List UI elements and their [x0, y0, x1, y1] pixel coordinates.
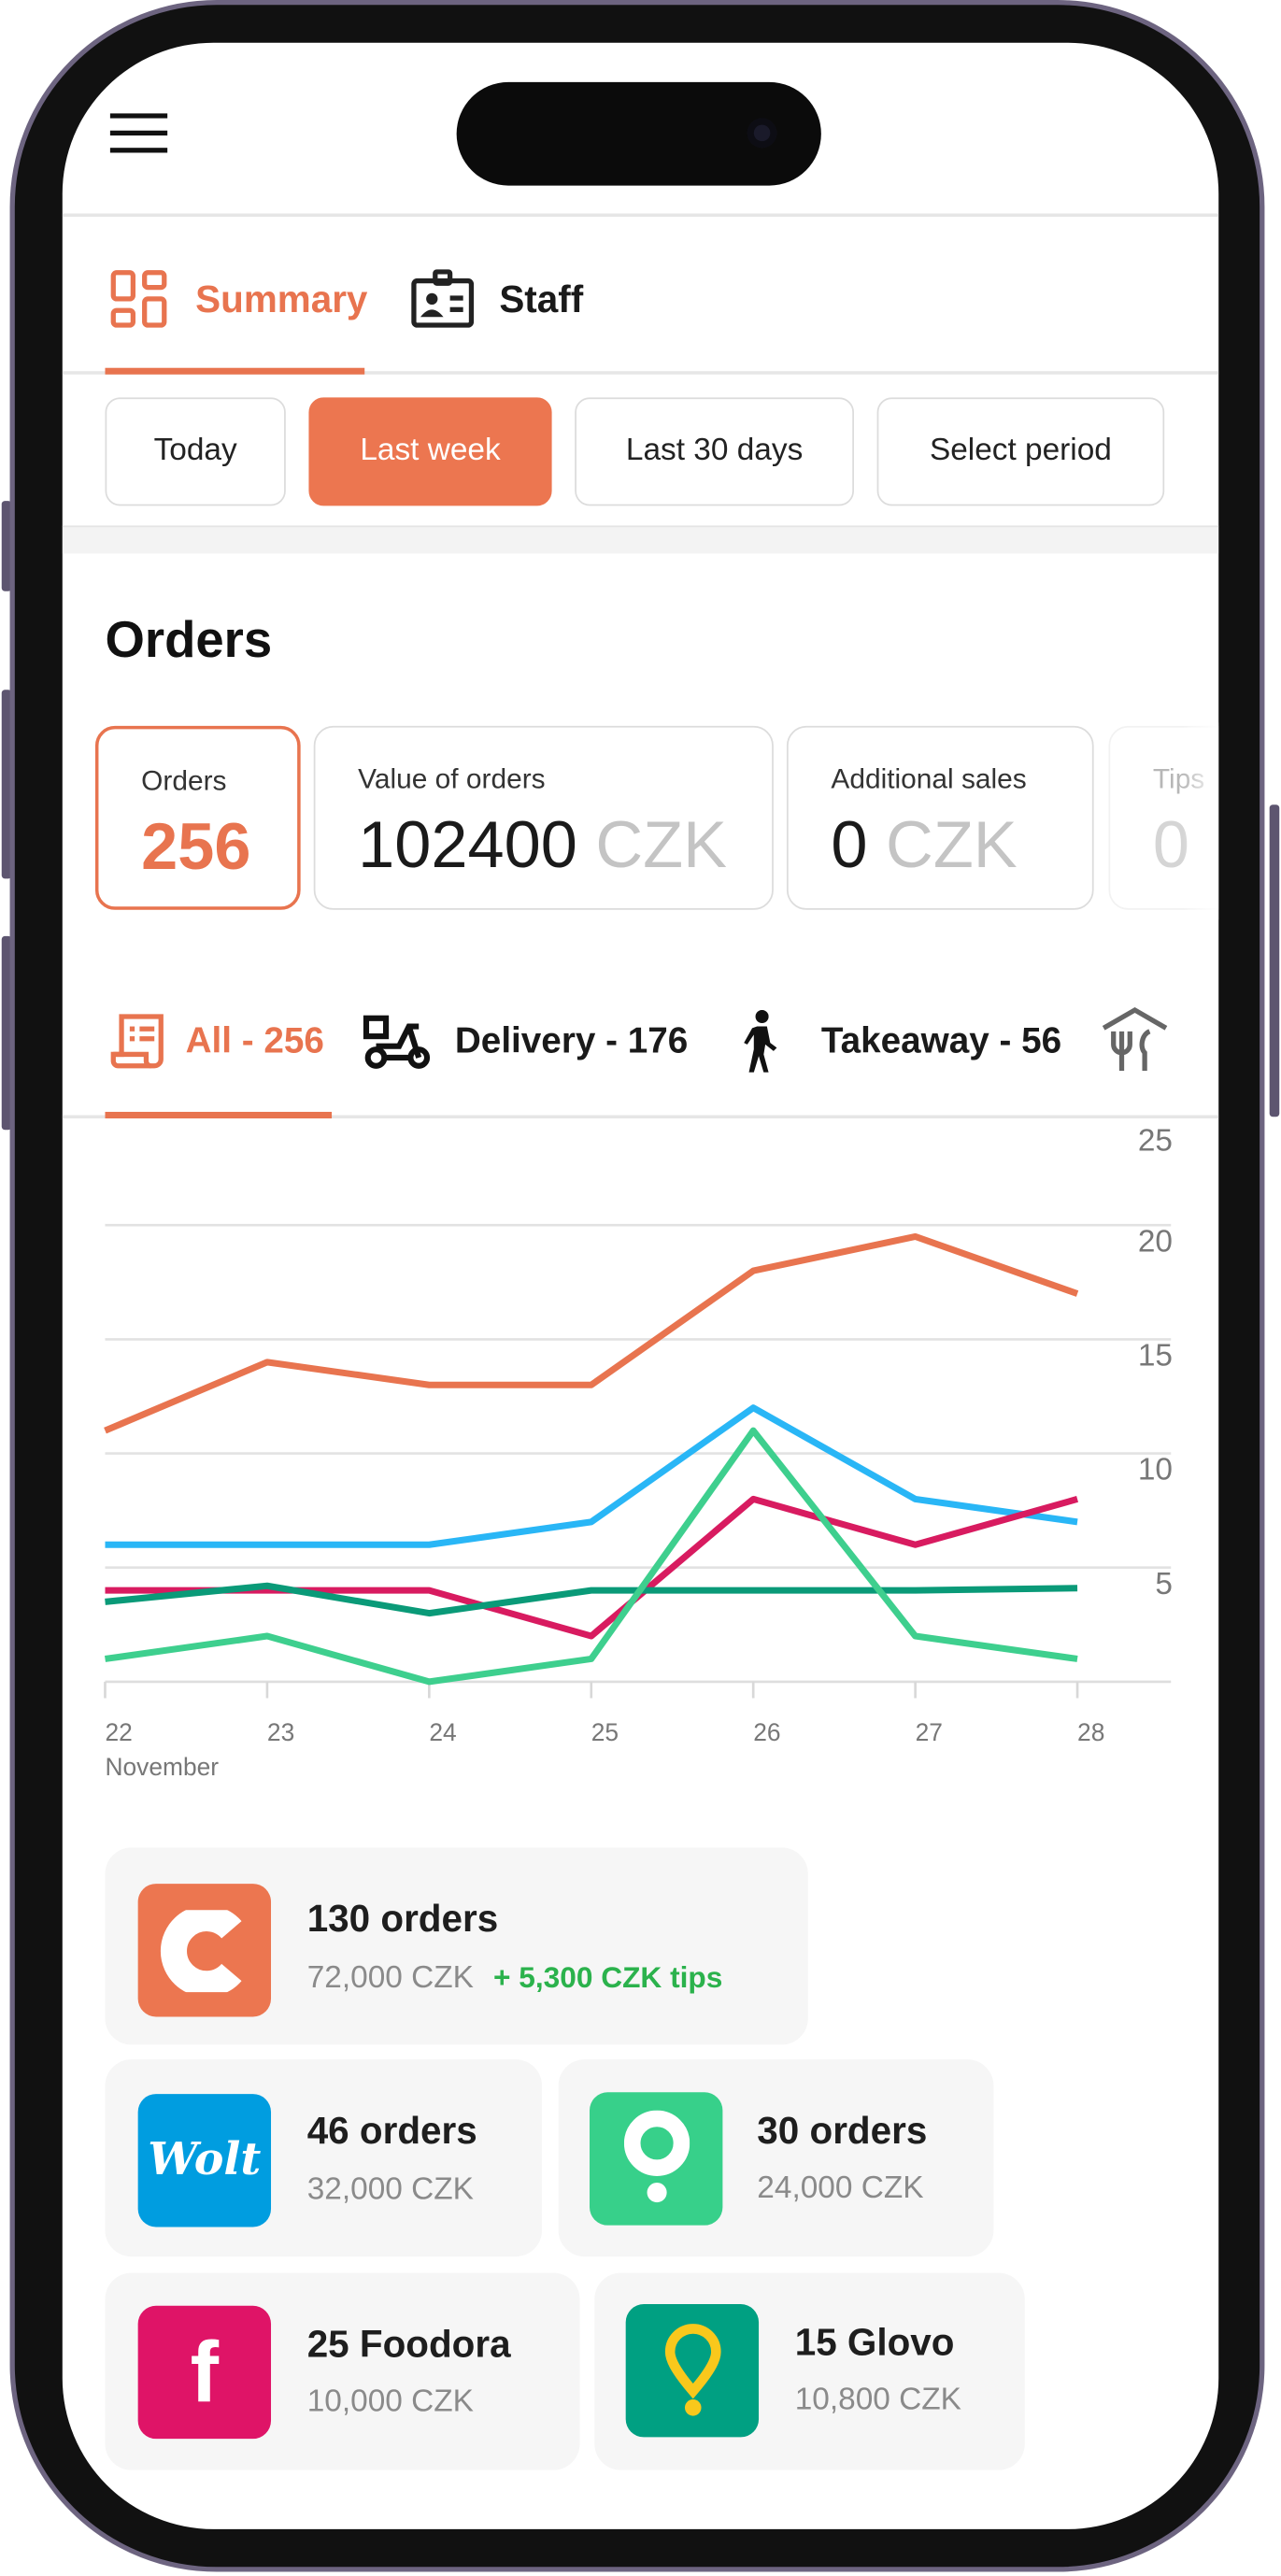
volume-down-button — [1, 935, 12, 1131]
y-tick-label: 20 — [1138, 1224, 1173, 1259]
dine-in-icon — [1102, 1006, 1168, 1072]
period-last-30-days-button[interactable]: Last 30 days — [575, 397, 855, 506]
x-tick-label: 28 — [1077, 1718, 1104, 1746]
series-line-4 — [105, 1582, 1078, 1617]
dashboard-grid-icon — [110, 270, 167, 328]
platform-amount: 32,000 CZK — [306, 2172, 474, 2208]
x-tick-label: 26 — [753, 1718, 780, 1746]
platform-orders: 15 Glovo — [794, 2320, 955, 2364]
section-title: Orders — [105, 610, 273, 669]
platform-card-foodora[interactable]: f 25 Foodora 10,000 CZK — [105, 2272, 580, 2470]
volume-up-button — [1, 690, 12, 879]
kpi-card-additional-sales[interactable]: Additional sales 0 CZK — [786, 725, 1094, 910]
channel-tabs-divider — [62, 1115, 1219, 1118]
mute-switch — [1, 501, 12, 591]
receipt-icon — [110, 1014, 164, 1069]
series-line-3 — [105, 1495, 1079, 1640]
platform-orders: 30 orders — [757, 2108, 928, 2152]
pin-dot-logo — [590, 2092, 723, 2226]
kpi-label: Additional sales — [831, 763, 1027, 795]
platform-amount: 72,000 CZK — [306, 1960, 474, 1996]
y-tick-label: 25 — [1138, 1123, 1173, 1158]
front-camera — [747, 118, 777, 149]
glovo-logo — [625, 2304, 760, 2438]
platform-orders: 130 orders — [306, 1897, 499, 1940]
series-line-2 — [105, 1404, 1078, 1548]
platform-amount: 10,800 CZK — [794, 2383, 961, 2418]
channel-tab-label: All - 256 — [185, 1019, 324, 1061]
kpi-card-orders[interactable]: Orders 256 — [94, 725, 301, 910]
period-last-week-button[interactable]: Last week — [308, 397, 552, 506]
platform-amount: 24,000 CZK — [757, 2170, 924, 2206]
kpi-value: 0 — [831, 809, 868, 882]
platform-orders: 46 orders — [306, 2108, 477, 2152]
foodora-logo: f — [137, 2305, 272, 2440]
screen: Summary Staff Today Last week Last 30 da… — [62, 42, 1219, 2529]
x-tick-label: 25 — [591, 1718, 619, 1746]
platform-card-own[interactable]: 130 orders 72,000 CZK + 5,300 CZK tips — [105, 1847, 808, 2045]
channel-tab-label: Takeaway - 56 — [820, 1019, 1062, 1061]
x-tick-label: 22 — [105, 1718, 132, 1746]
power-button — [1269, 804, 1280, 1117]
x-axis-sublabel: November — [105, 1753, 219, 1781]
divider — [62, 213, 1219, 218]
y-tick-label: 15 — [1138, 1339, 1173, 1373]
kpi-card-value-of-orders[interactable]: Value of orders 102400 CZK — [313, 725, 774, 910]
kpi-label: Orders — [141, 765, 227, 797]
channel-tab-delivery[interactable]: Delivery - 176 — [362, 1005, 706, 1077]
id-badge-icon — [411, 269, 475, 328]
orders-line-chart: 5 10 15 20 25 22 23 24 25 26 27 28 November — [104, 1123, 1173, 1781]
kpi-value: 102400 — [358, 809, 577, 882]
channel-tab-all[interactable]: All - 256 — [105, 1005, 334, 1077]
series-line-5 — [105, 1427, 1078, 1686]
period-today-button[interactable]: Today — [105, 397, 286, 506]
active-channel-indicator — [105, 1111, 333, 1118]
scroll-fade — [1182, 722, 1219, 920]
channel-tab-dine-in[interactable] — [1101, 1002, 1219, 1077]
select-period-button[interactable]: Select period — [876, 397, 1165, 506]
tab-summary-label: Summary — [195, 277, 368, 320]
platform-card-wolt[interactable]: Wolt 46 orders 32,000 CZK — [105, 2059, 543, 2257]
channel-tab-label: Delivery - 176 — [454, 1019, 689, 1061]
tab-staff[interactable]: Staff — [410, 263, 607, 334]
wolt-logo: Wolt — [137, 2094, 272, 2227]
platform-orders: 25 Foodora — [306, 2322, 511, 2366]
x-tick-label: 24 — [429, 1718, 456, 1746]
own-brand-logo — [137, 1884, 272, 2017]
channel-tab-takeaway[interactable]: Takeaway - 56 — [735, 1005, 1080, 1077]
platform-amount: 10,000 CZK — [306, 2384, 474, 2420]
series-line-1 — [104, 1232, 1079, 1434]
platform-card-foodpanda[interactable]: 30 orders 24,000 CZK — [558, 2059, 994, 2257]
section-separator — [62, 525, 1219, 554]
y-tick-label: 10 — [1138, 1453, 1173, 1487]
kpi-unit: CZK — [886, 809, 1018, 882]
kpi-unit: CZK — [595, 809, 727, 882]
hamburger-icon[interactable] — [109, 113, 168, 153]
tabs-divider — [62, 371, 1219, 375]
tab-summary[interactable]: Summary — [105, 263, 367, 334]
scooter-icon — [363, 1015, 431, 1069]
walking-person-icon — [744, 1009, 777, 1073]
kpi-label: Value of orders — [358, 763, 546, 795]
tab-staff-label: Staff — [499, 277, 584, 320]
platform-card-glovo[interactable]: 15 Glovo 10,800 CZK — [594, 2272, 1025, 2470]
kpi-value: 256 — [141, 811, 251, 884]
x-tick-label: 27 — [916, 1718, 943, 1746]
y-tick-label: 5 — [1155, 1567, 1173, 1601]
active-tab-indicator — [105, 367, 365, 375]
x-tick-label: 23 — [267, 1718, 294, 1746]
platform-tips: + 5,300 CZK tips — [493, 1960, 723, 1994]
